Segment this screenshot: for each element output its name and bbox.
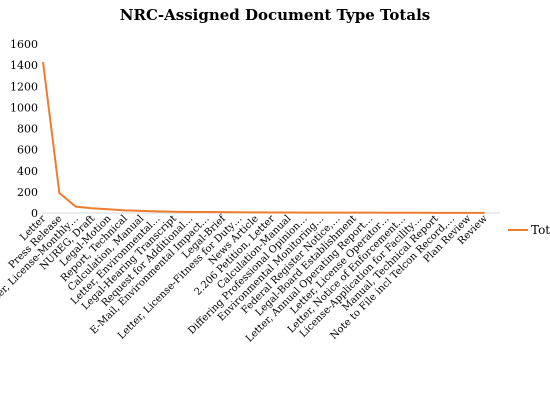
y-tick-label: 0	[31, 207, 38, 220]
y-tick-label: 600	[17, 144, 38, 157]
legend: Total	[508, 223, 550, 237]
y-tick-label: 1200	[10, 80, 38, 93]
y-tick-label: 1600	[10, 38, 38, 51]
y-tick-label: 200	[17, 186, 38, 199]
series-line-total	[42, 61, 485, 214]
y-tick-label: 1000	[10, 101, 38, 114]
y-tick-label: 400	[17, 165, 38, 178]
y-axis-ticks: 0 200 400 600 800 1000 1200 1400 1600	[10, 38, 38, 220]
legend-label: Total	[531, 223, 550, 237]
y-tick-label: 800	[17, 123, 38, 136]
chart-title: NRC-Assigned Document Type Totals	[120, 6, 430, 24]
series-group	[42, 61, 485, 214]
y-tick-label: 1400	[10, 59, 38, 72]
